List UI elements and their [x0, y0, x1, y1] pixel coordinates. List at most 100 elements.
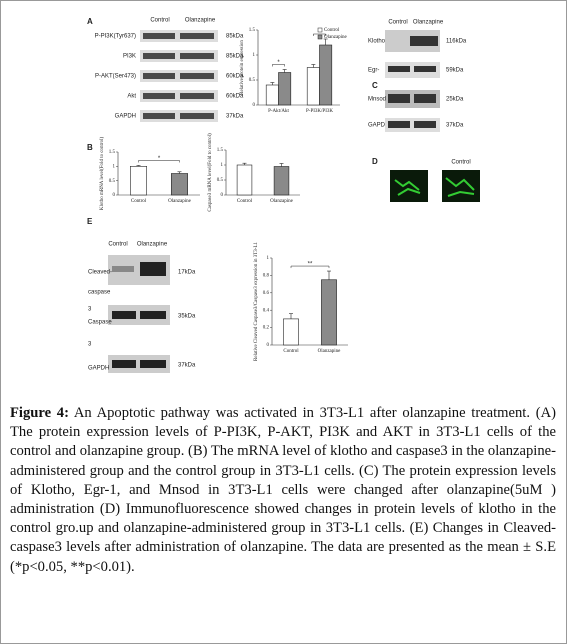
- y-tick-label: 0: [221, 193, 224, 198]
- bar: [283, 318, 299, 346]
- column-label: Olanzapine: [185, 18, 216, 24]
- size-label: 37kDa: [446, 123, 464, 129]
- size-label: 60kDa: [226, 94, 244, 100]
- y-tick-label: 1.5: [249, 28, 256, 33]
- band-label: GAPD: [368, 123, 386, 129]
- y-tick-label: 1: [253, 53, 256, 58]
- significance-bracket: [313, 33, 326, 36]
- caption-text: An Apoptotic pathway was activated in 3T…: [10, 405, 556, 575]
- y-tick-label: 0: [267, 343, 270, 348]
- y-tick-label: 0: [253, 103, 256, 108]
- band-label: caspase: [88, 290, 111, 296]
- x-tick-label: Olanzapine: [270, 199, 294, 204]
- legend-label: Control: [324, 28, 340, 33]
- band-label: GAPDH: [88, 366, 109, 372]
- annotation: *: [277, 60, 280, 66]
- annotation: **: [308, 262, 313, 268]
- band-label: GAPDH: [115, 114, 136, 120]
- x-tick-label: Control: [283, 349, 299, 354]
- y-tick-label: 1: [221, 163, 224, 168]
- y-axis-label: Relative Cleaved Caspase3/Caspase3 expre…: [254, 242, 259, 361]
- x-tick-label: P-Akt/Akt: [268, 109, 289, 114]
- x-tick-label: Control: [237, 199, 253, 204]
- y-tick-label: 0.5: [109, 179, 116, 184]
- bar: [273, 166, 290, 196]
- x-tick-label: Olanzapine: [168, 199, 192, 204]
- size-label: 59kDa: [446, 68, 464, 74]
- size-label: 60kDa: [226, 74, 244, 80]
- legend-label: Olanzapine: [324, 35, 348, 40]
- column-label: Olanzapine: [137, 242, 168, 248]
- bar: [236, 164, 253, 196]
- band-label: 3: [88, 307, 92, 313]
- panel-letter: B: [87, 143, 93, 152]
- band-label: Cleaved-: [88, 270, 112, 276]
- y-tick-label: 1: [267, 256, 270, 261]
- y-tick-label: 0.8: [263, 274, 270, 279]
- size-label: 116kDa: [446, 39, 467, 45]
- y-tick-label: 1.5: [109, 150, 116, 155]
- significance-bracket: [290, 265, 330, 269]
- band-label: Klotho: [368, 39, 386, 45]
- size-label: 25kDa: [446, 97, 464, 103]
- panel-letter: D: [372, 157, 378, 166]
- y-axis-label: Caspase3 mRNA level(Fold to control): [208, 133, 213, 212]
- annotation: *: [318, 30, 321, 36]
- y-tick-label: 0.2: [263, 326, 270, 331]
- immunofluorescence: [390, 170, 480, 202]
- blot-e: [108, 255, 170, 373]
- legend-swatch: [317, 27, 323, 33]
- size-label: 37kDa: [226, 114, 244, 120]
- blot-c: [385, 30, 440, 132]
- column-label: Control: [108, 242, 127, 248]
- x-tick-label: Olanzapine: [318, 349, 342, 354]
- size-label: 85kDa: [226, 34, 244, 40]
- bar: [130, 166, 148, 196]
- bar: [319, 44, 333, 106]
- caption: Figure 4: An Apoptotic pathway was activ…: [10, 404, 556, 577]
- blot-a: [140, 30, 218, 122]
- caption-label: Figure 4:: [10, 405, 69, 421]
- size-label: 37kDa: [178, 363, 196, 369]
- significance-bracket: [138, 160, 180, 163]
- size-label: 35kDa: [178, 314, 196, 320]
- band-label: P-AKT(Ser473): [95, 74, 136, 80]
- panel-letter: A: [87, 17, 93, 26]
- panel-letter: C: [372, 81, 378, 90]
- y-tick-label: 1.5: [217, 148, 224, 153]
- y-tick-label: 0.4: [263, 308, 270, 313]
- band-label: Akt: [127, 94, 136, 100]
- band-label: Caspase: [88, 320, 112, 326]
- column-label: Control: [150, 18, 169, 24]
- band-label: Mnsod: [368, 97, 386, 103]
- y-tick-label: 0: [113, 193, 116, 198]
- band-label: Egr-: [368, 68, 379, 74]
- y-axis-label: Klotho mRNA level(Fold to control): [100, 137, 105, 211]
- x-tick-label: P-PI3K/PI3K: [306, 109, 333, 114]
- band-label: 3: [88, 342, 92, 348]
- column-label: Control: [451, 160, 470, 166]
- size-label: 17kDa: [178, 270, 196, 276]
- bar: [171, 173, 189, 196]
- band-label: P-PI3K(Tyr637): [95, 34, 136, 40]
- y-tick-label: 1: [113, 164, 116, 169]
- column-label: Control: [388, 20, 407, 26]
- bar: [306, 67, 320, 106]
- y-tick-label: 0.5: [249, 78, 256, 83]
- panel-letter: E: [87, 217, 93, 226]
- column-label: Olanzapine: [413, 20, 444, 26]
- bar: [321, 279, 337, 346]
- y-tick-label: 0.5: [217, 178, 224, 183]
- y-tick-label: 0.6: [263, 291, 270, 296]
- bar: [265, 84, 279, 106]
- bar: [278, 72, 292, 106]
- significance-bracket: [272, 64, 285, 67]
- x-tick-label: Control: [131, 199, 147, 204]
- annotation: *: [158, 156, 161, 162]
- y-axis-label: Relative protein expression: [240, 40, 245, 95]
- band-label: PI3K: [123, 54, 136, 60]
- size-label: 85kDa: [226, 54, 244, 60]
- legend-swatch: [317, 34, 323, 40]
- figure: A Control Olanzapine P-PI3K(Tyr637) PI3K P-AK…: [87, 17, 480, 373]
